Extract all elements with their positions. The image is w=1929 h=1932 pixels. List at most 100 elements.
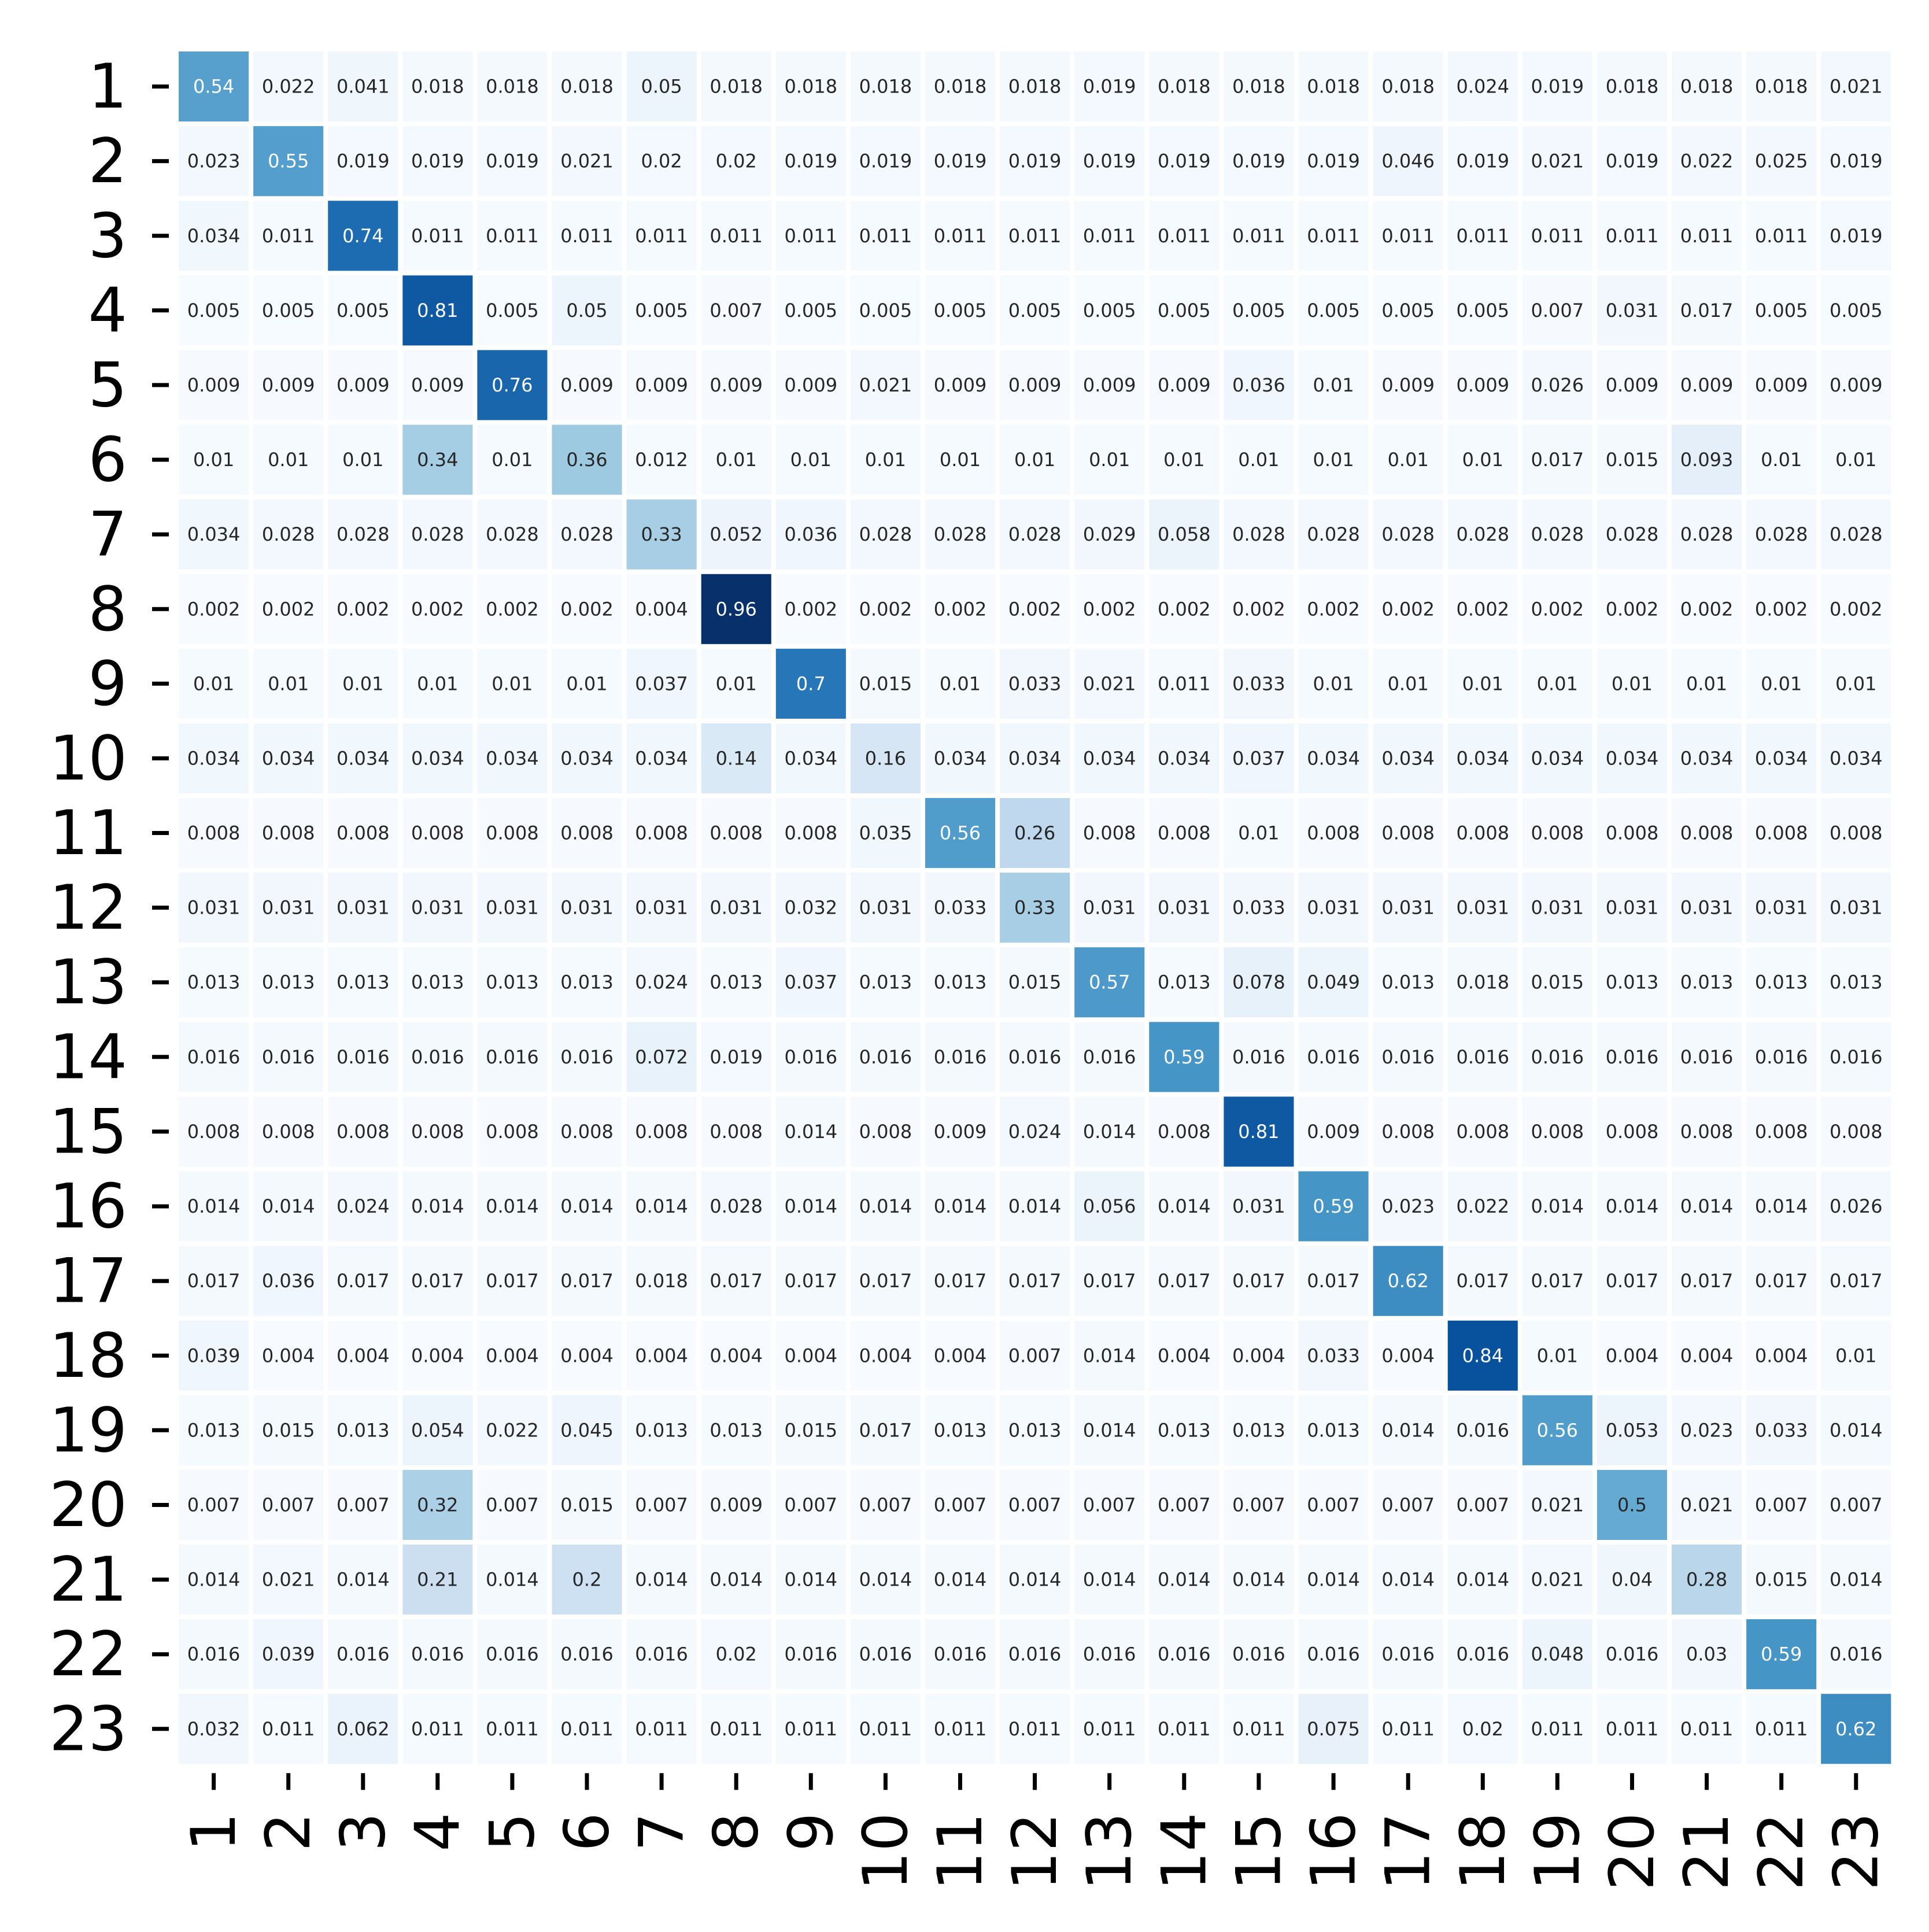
- heatmap-cell: [179, 798, 249, 869]
- heatmap-cell: [477, 1395, 548, 1465]
- cell-value-label: 0.01: [1537, 673, 1578, 695]
- cell-value-label: 0.011: [262, 1718, 315, 1740]
- cell-value-label: 0.009: [1830, 374, 1883, 396]
- heatmap-cell: [328, 574, 398, 644]
- heatmap-cell: [1672, 873, 1742, 943]
- heatmap-cell: [701, 275, 771, 346]
- cell-value-label: 0.01: [940, 673, 981, 695]
- heatmap-cell: [775, 1246, 846, 1316]
- heatmap-cell: [402, 1022, 473, 1092]
- cell-value-label: 0.016: [411, 1643, 464, 1665]
- heatmap-cell: [626, 723, 697, 793]
- heatmap-cell: [1224, 648, 1294, 719]
- cell-value-label: 0.016: [1680, 1046, 1734, 1068]
- heatmap-cell: [1746, 723, 1817, 793]
- cell-value-label: 0.016: [784, 1046, 837, 1068]
- heatmap-cell: [925, 350, 996, 420]
- heatmap-cell: [477, 499, 548, 570]
- heatmap-cell: [552, 574, 622, 644]
- heatmap-cell: [1746, 1246, 1817, 1316]
- heatmap-cell: [1522, 1246, 1592, 1316]
- heatmap-cell: [701, 1395, 771, 1465]
- heatmap-cell: [1149, 1022, 1220, 1092]
- cell-value-label: 0.012: [635, 449, 688, 471]
- heatmap-cell: [1522, 574, 1592, 644]
- cell-value-label: 0.004: [635, 1344, 688, 1366]
- heatmap-cell: [402, 798, 473, 869]
- heatmap-cell: [1074, 1395, 1145, 1465]
- cell-value-label: 0.017: [1232, 1270, 1285, 1292]
- heatmap-cell: [552, 1469, 622, 1540]
- cell-value-label: 0.033: [1008, 673, 1062, 695]
- heatmap-cell: [701, 798, 771, 869]
- heatmap-cell: [1597, 723, 1667, 793]
- cell-value-label: 0.017: [1680, 1270, 1734, 1292]
- cell-value-label: 0.26: [1014, 822, 1055, 844]
- cell-value-label: 0.01: [1835, 1344, 1876, 1366]
- cell-value-label: 0.028: [1232, 523, 1285, 545]
- cell-value-label: 0.008: [1755, 1121, 1808, 1143]
- y-tick-label: 17: [49, 1246, 127, 1317]
- cell-value-label: 0.011: [411, 225, 464, 247]
- heatmap-cell: [1672, 126, 1742, 197]
- cell-value-label: 0.007: [187, 1494, 241, 1516]
- cell-value-label: 0.007: [1008, 1494, 1062, 1516]
- heatmap-cell: [1000, 1022, 1070, 1092]
- heatmap-cell: [925, 873, 996, 943]
- cell-value-label: 0.017: [1307, 1270, 1360, 1292]
- heatmap-cell: [1224, 798, 1294, 869]
- cell-value-label: 0.008: [784, 822, 837, 844]
- cell-value-label: 0.018: [560, 76, 614, 98]
- heatmap-cell: [701, 1096, 771, 1167]
- cell-value-label: 0.034: [1755, 747, 1808, 769]
- heatmap-cell: [1373, 574, 1443, 644]
- cell-value-label: 0.036: [784, 523, 837, 545]
- cell-value-label: 0.033: [934, 897, 987, 919]
- cell-value-label: 0.01: [492, 449, 533, 471]
- cell-value-label: 0.034: [1083, 747, 1136, 769]
- heatmap-cell: [1672, 275, 1742, 346]
- heatmap-cell: [253, 1694, 324, 1764]
- cell-value-label: 0.013: [262, 971, 315, 993]
- cell-value-label: 0.031: [1606, 897, 1659, 919]
- heatmap-cell: [775, 873, 846, 943]
- cell-value-label: 0.011: [934, 225, 987, 247]
- cell-value-label: 0.016: [934, 1046, 987, 1068]
- heatmap-cell: [1672, 1096, 1742, 1167]
- heatmap-cell: [1000, 275, 1070, 346]
- heatmap-cell: [850, 424, 921, 495]
- cell-value-label: 0.021: [1680, 1494, 1734, 1516]
- x-tick-label: 21: [1671, 1812, 1742, 1890]
- cell-value-label: 0.008: [859, 1121, 912, 1143]
- heatmap-cell: [1447, 1395, 1518, 1465]
- cell-value-label: 0.014: [1008, 1195, 1062, 1217]
- heatmap-cell: [1074, 873, 1145, 943]
- heatmap-cell: [1672, 723, 1742, 793]
- cell-value-label: 0.002: [337, 598, 390, 620]
- cell-value-label: 0.007: [859, 1494, 912, 1516]
- cell-value-label: 0.013: [934, 971, 987, 993]
- cell-value-label: 0.74: [342, 225, 383, 247]
- y-tick-label: 12: [49, 872, 127, 943]
- cell-value-label: 0.28: [1686, 1569, 1727, 1591]
- heatmap-cell: [701, 648, 771, 719]
- heatmap-cell: [1597, 424, 1667, 495]
- cell-value-label: 0.002: [486, 598, 539, 620]
- cell-value-label: 0.014: [859, 1195, 912, 1217]
- cell-value-label: 0.01: [1537, 1344, 1578, 1366]
- heatmap-cell: [253, 424, 324, 495]
- heatmap-cell: [1149, 1619, 1220, 1690]
- heatmap-cell: [626, 350, 697, 420]
- cell-value-label: 0.014: [635, 1569, 688, 1591]
- cell-value-label: 0.013: [337, 1419, 390, 1441]
- cell-value-label: 0.16: [865, 747, 906, 769]
- cell-value-label: 0.59: [1313, 1195, 1354, 1217]
- cell-value-label: 0.009: [337, 374, 390, 396]
- cell-value-label: 0.011: [709, 1718, 763, 1740]
- heatmap-cell: [477, 1469, 548, 1540]
- heatmap-cell: [552, 1395, 622, 1465]
- cell-value-label: 0.002: [560, 598, 614, 620]
- cell-value-label: 0.031: [1606, 300, 1659, 322]
- cell-value-label: 0.052: [709, 523, 763, 545]
- heatmap-cell: [1149, 1469, 1220, 1540]
